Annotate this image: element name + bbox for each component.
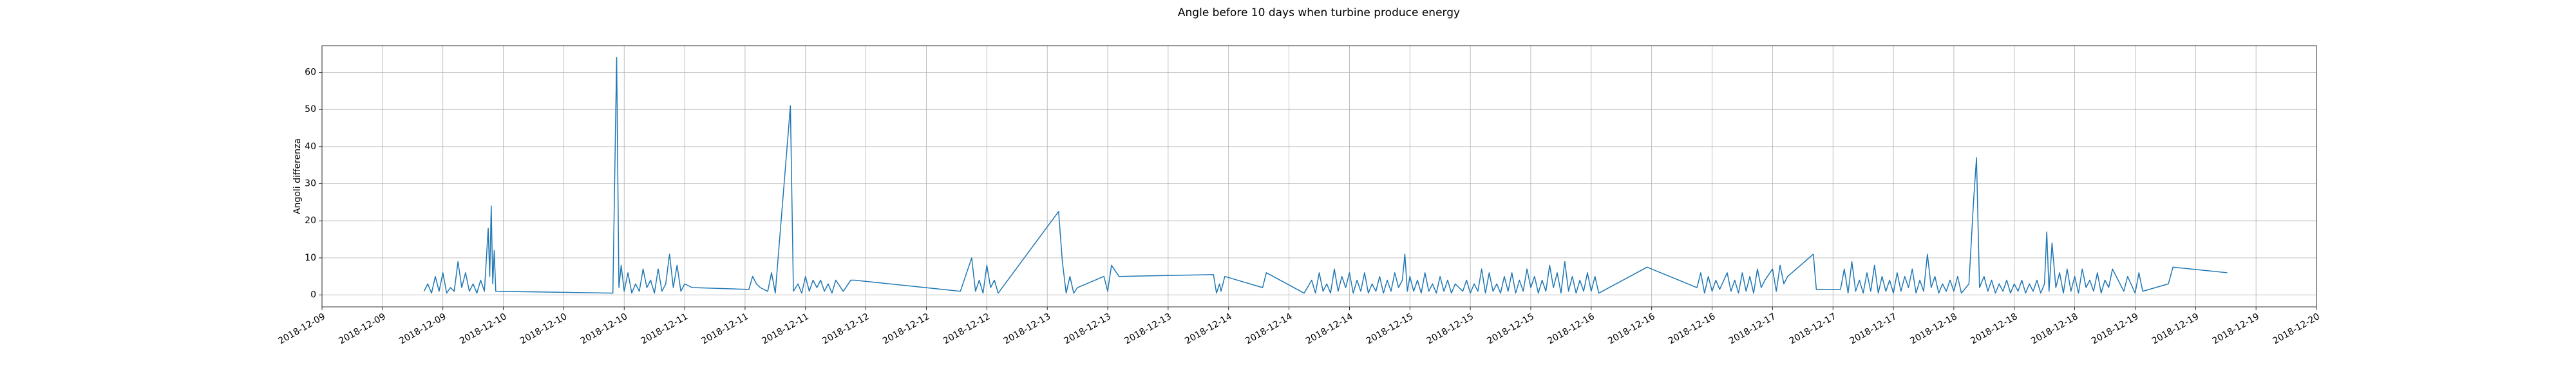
y-tick-label: 50 [305, 104, 316, 115]
x-tick-label: 2018-12-13 [1002, 311, 1052, 347]
x-tick-label: 2018-12-11 [699, 311, 750, 347]
plot-frame [321, 45, 2317, 308]
x-tick-label: 2018-12-12 [942, 311, 992, 347]
x-tick-label: 2018-12-13 [1122, 311, 1173, 347]
x-tick-label: 2018-12-17 [1848, 311, 1899, 347]
x-tick-label: 2018-12-16 [1546, 311, 1596, 347]
chart-title: Angle before 10 days when turbine produc… [1178, 6, 1460, 19]
x-tick-label: 2018-12-19 [2150, 311, 2201, 347]
x-tick-label: 2018-12-12 [820, 311, 871, 347]
y-tick-label: 10 [305, 253, 316, 263]
x-tick-label: 2018-12-11 [639, 311, 690, 347]
x-tick-label: 2018-12-18 [2029, 311, 2079, 347]
x-tick-label: 2018-12-14 [1304, 311, 1355, 347]
x-tick-label: 2018-12-17 [1727, 311, 1777, 347]
x-tick-label: 2018-12-13 [1063, 311, 1113, 347]
x-tick-label: 2018-12-19 [2090, 311, 2140, 347]
x-tick-label: 2018-12-14 [1183, 311, 1234, 347]
x-tick-label: 2018-12-14 [1244, 311, 1294, 347]
x-tick-label: 2018-12-12 [881, 311, 931, 347]
x-tick-label: 2018-12-15 [1485, 311, 1535, 347]
y-axis-label: Angoli differenza [292, 138, 303, 214]
x-tick-label: 2018-12-09 [277, 311, 327, 347]
x-tick-label: 2018-12-16 [1667, 311, 1718, 347]
x-tick-label: 2018-12-09 [337, 311, 387, 347]
x-tick-label: 2018-12-17 [1788, 311, 1838, 347]
x-tick-label: 2018-12-10 [579, 311, 629, 347]
x-tick-label: 2018-12-18 [1969, 311, 2019, 347]
x-tick-label: 2018-12-09 [397, 311, 448, 347]
x-tick-label: 2018-12-18 [1908, 311, 1958, 347]
x-tick-label: 2018-12-15 [1365, 311, 1415, 347]
x-tick-label: 2018-12-20 [2271, 311, 2322, 347]
y-tick-label: 60 [305, 68, 316, 78]
y-tick-label: 30 [305, 179, 316, 189]
x-tick-label: 2018-12-10 [518, 311, 569, 347]
y-tick-label: 40 [305, 142, 316, 152]
y-tick-label: 0 [310, 290, 316, 300]
x-tick-label: 2018-12-11 [760, 311, 810, 347]
x-tick-label: 2018-12-19 [2211, 311, 2261, 347]
x-tick-label: 2018-12-10 [458, 311, 508, 347]
x-tick-label: 2018-12-15 [1425, 311, 1475, 347]
data-line [423, 57, 2228, 294]
y-tick-label: 20 [305, 216, 316, 226]
x-tick-label: 2018-12-16 [1606, 311, 1657, 347]
